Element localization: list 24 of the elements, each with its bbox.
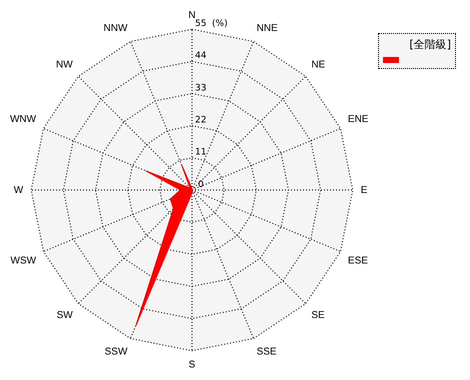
y-tick-label: 55	[195, 19, 206, 30]
spoke-label: SSE	[256, 346, 277, 358]
y-tick-label: 22	[195, 116, 206, 126]
spoke-label: SE	[311, 310, 325, 322]
y-tick-label: 11	[195, 148, 206, 158]
text: (%)	[212, 19, 228, 30]
spoke-label: S	[188, 359, 196, 370]
spoke-label: SSW	[104, 346, 128, 358]
text: [全階級]	[408, 37, 451, 52]
spoke-label: NNW	[104, 22, 128, 34]
y-tick-label: 0	[198, 180, 204, 190]
y-tick-label: 33	[195, 83, 206, 94]
spoke-label: NW	[56, 59, 74, 70]
spoke-label: W	[14, 184, 24, 196]
spoke-label: E	[360, 184, 368, 196]
spoke-label: NNE	[256, 22, 278, 34]
spoke-label: WNW	[10, 114, 37, 126]
spoke-label: N	[188, 10, 196, 22]
spoke-label: NE	[311, 59, 326, 70]
y-tick-label: 44	[195, 51, 207, 62]
spoke-label: WSW	[10, 255, 37, 266]
spoke-label: SW	[56, 310, 74, 322]
spoke-label: ESE	[348, 255, 368, 266]
spoke-label: ENE	[348, 114, 369, 126]
